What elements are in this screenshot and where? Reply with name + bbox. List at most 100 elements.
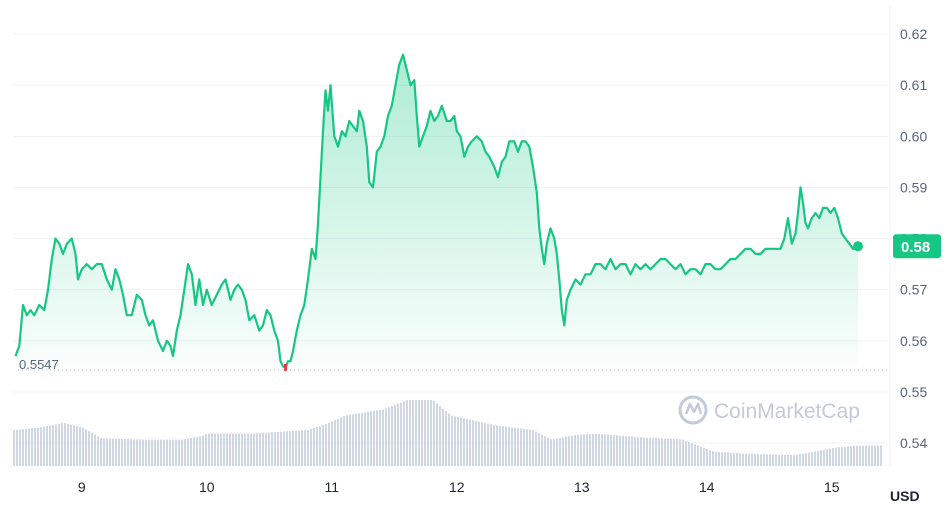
current-price-label: 0.58 (901, 239, 930, 256)
volume-bar (313, 428, 315, 466)
y-tick-label: 0.59 (900, 179, 927, 195)
volume-bar (574, 435, 576, 466)
volume-bar (34, 427, 36, 466)
volume-bar (499, 425, 501, 466)
volume-bar (157, 439, 159, 466)
volume-bar (850, 446, 852, 466)
volume-bar (211, 433, 213, 466)
volume-bar (628, 436, 630, 466)
volume-bar (871, 445, 873, 466)
volume-bar (712, 451, 714, 466)
volume-bars (13, 400, 882, 466)
volume-bar (403, 401, 405, 466)
volume-bar (511, 427, 513, 466)
x-tick-label: 11 (324, 479, 339, 495)
volume-bar (130, 439, 132, 466)
volume-bar (28, 428, 30, 466)
volume-bar (880, 445, 882, 466)
volume-bar (31, 428, 33, 466)
volume-bar (424, 400, 426, 466)
x-tick-label: 13 (574, 479, 590, 495)
volume-bar (199, 436, 201, 466)
volume-bar (322, 425, 324, 466)
volume-bar (301, 430, 303, 466)
volume-bar (802, 453, 804, 466)
volume-bar (658, 438, 660, 466)
volume-bar (118, 438, 120, 466)
volume-bar (451, 415, 453, 466)
volume-bar (877, 445, 879, 466)
volume-bar (328, 422, 330, 466)
volume-bar (466, 419, 468, 466)
volume-bar (472, 420, 474, 466)
y-tick-label: 0.61 (900, 77, 927, 93)
volume-bar (100, 438, 102, 466)
volume-bar (682, 439, 684, 466)
volume-bar (580, 434, 582, 466)
volume-bar (433, 401, 435, 466)
volume-bar (664, 438, 666, 466)
volume-bar (550, 439, 552, 466)
volume-bar (415, 400, 417, 466)
volume-bar (544, 436, 546, 466)
volume-bar (214, 433, 216, 466)
volume-bar (298, 430, 300, 466)
volume-bar (589, 433, 591, 466)
volume-bar (844, 446, 846, 466)
volume-bar (655, 438, 657, 466)
volume-bar (853, 445, 855, 466)
volume-bar (772, 454, 774, 466)
volume-bar (733, 452, 735, 466)
volume-bar (868, 445, 870, 466)
volume-bar (142, 439, 144, 466)
volume-bar (481, 422, 483, 466)
volume-bar (277, 431, 279, 466)
volume-bar (562, 437, 564, 466)
volume-bar (835, 447, 837, 466)
price-area-fill (15, 54, 858, 368)
volume-bar (823, 449, 825, 466)
volume-bar (307, 429, 309, 466)
volume-bar (781, 454, 783, 466)
volume-bar (88, 431, 90, 466)
volume-bar (232, 433, 234, 466)
volume-bar (73, 425, 75, 466)
volume-bar (283, 431, 285, 466)
volume-bar (661, 438, 663, 466)
volume-bar (703, 447, 705, 466)
volume-bar (736, 453, 738, 466)
volume-bar (151, 439, 153, 466)
volume-bar (64, 423, 66, 466)
volume-bar (202, 435, 204, 466)
volume-bar (874, 445, 876, 466)
volume-bar (136, 439, 138, 466)
volume-bar (436, 403, 438, 466)
volume-bar (391, 406, 393, 466)
volume-bar (532, 430, 534, 466)
volume-bar (634, 436, 636, 466)
volume-bar (346, 415, 348, 466)
volume-bar (361, 412, 363, 466)
volume-bar (220, 433, 222, 466)
volume-bar (382, 409, 384, 466)
volume-bar (670, 438, 672, 466)
volume-bar (13, 430, 15, 466)
volume-bar (799, 454, 801, 466)
volume-bar (817, 450, 819, 466)
volume-bar (502, 426, 504, 466)
watermark-text: CoinMarketCap (714, 400, 860, 423)
x-tick-label: 9 (78, 479, 86, 495)
volume-bar (292, 430, 294, 466)
volume-bar (631, 436, 633, 466)
volume-bar (700, 446, 702, 466)
volume-bar (124, 439, 126, 466)
volume-bar (163, 439, 165, 466)
volume-bar (811, 451, 813, 466)
volume-bar (208, 433, 210, 466)
volume-bar (832, 447, 834, 466)
x-tick-label: 14 (699, 479, 715, 495)
volume-bar (757, 454, 759, 466)
volume-bar (709, 450, 711, 466)
volume-bar (571, 435, 573, 466)
volume-bar (46, 426, 48, 466)
